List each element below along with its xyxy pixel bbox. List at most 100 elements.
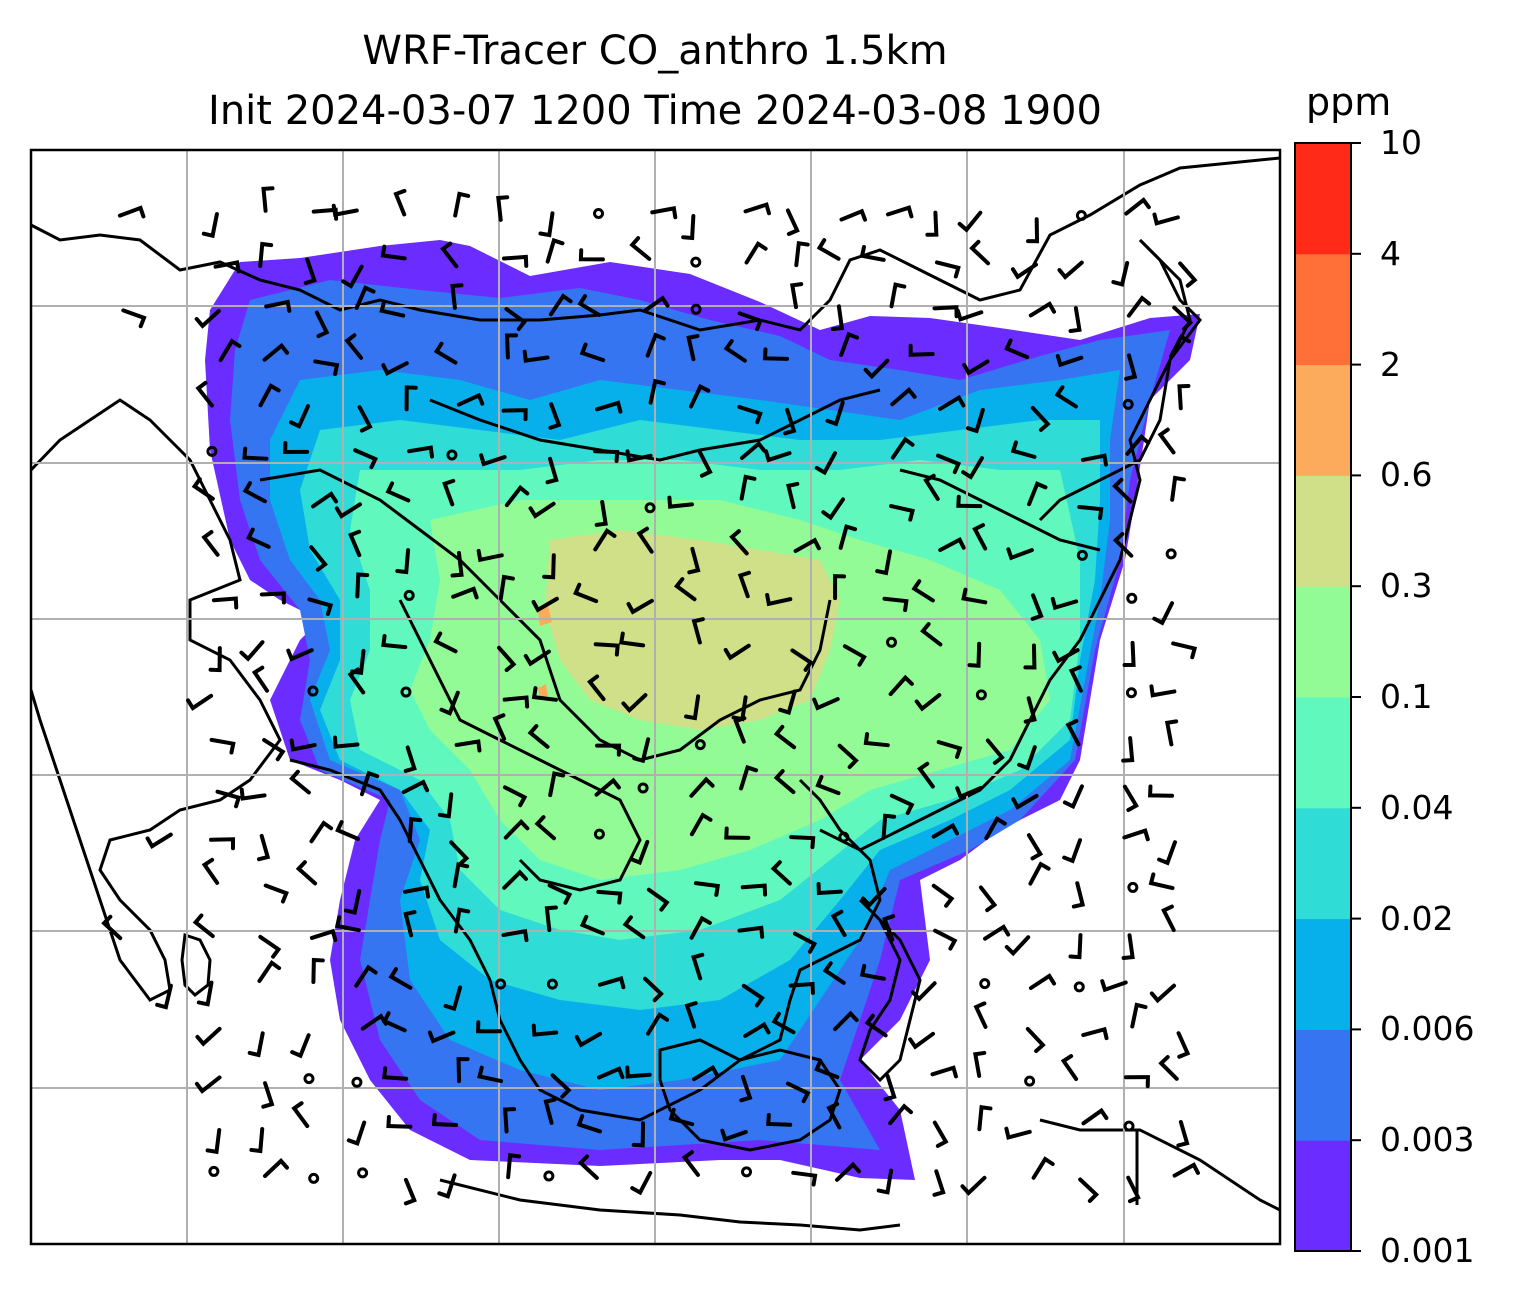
wind-barb — [636, 526, 654, 554]
wind-barb — [1065, 718, 1081, 747]
wind-barb — [792, 931, 818, 954]
wind-barb — [935, 260, 961, 279]
wind-barb — [596, 1066, 625, 1080]
calm-wind-marker — [1125, 687, 1137, 699]
wind-barb — [502, 695, 530, 709]
wind-barb — [1157, 427, 1176, 455]
calm-wind-marker — [1076, 549, 1088, 561]
wind-barb — [1125, 433, 1151, 456]
wind-barb — [956, 494, 983, 509]
wind-barb — [625, 449, 653, 463]
wind-barb — [576, 1114, 603, 1134]
wind-barb — [341, 264, 364, 289]
wind-barb — [908, 343, 935, 357]
wind-barb — [196, 980, 214, 1007]
wind-barb — [888, 674, 914, 697]
wind-barbs — [101, 186, 1200, 1206]
wind-barb — [978, 885, 998, 913]
calm-wind-marker — [1126, 592, 1138, 604]
calm-wind-marker — [308, 1172, 320, 1184]
wind-barb — [790, 282, 804, 310]
wind-barb — [778, 689, 797, 716]
wind-barb — [622, 915, 646, 940]
wind-barb — [1081, 1107, 1109, 1126]
wind-barb — [764, 449, 792, 463]
coastline-philippines — [858, 898, 922, 1083]
wind-barb — [932, 1169, 946, 1197]
wind-barb — [309, 820, 334, 844]
wind-barb — [765, 592, 793, 607]
wind-barb — [914, 693, 942, 712]
wind-barb — [689, 812, 713, 837]
wind-barb — [1031, 1156, 1055, 1180]
wind-barb — [642, 295, 670, 313]
colorbar-unit-label: ppm — [1306, 80, 1392, 124]
wind-barb — [454, 739, 482, 753]
colorbar-segment — [1295, 253, 1351, 366]
wind-barb — [977, 1105, 993, 1132]
wind-barb — [1011, 793, 1039, 810]
wind-barb — [395, 548, 411, 575]
calm-wind-marker — [357, 1167, 369, 1179]
colorbar-tick-label: 0.3 — [1380, 566, 1433, 606]
wind-barb — [692, 1064, 720, 1082]
wind-barb — [889, 282, 907, 309]
wind-barb — [309, 928, 338, 942]
wind-barb — [1078, 1177, 1100, 1203]
wind-barb — [825, 400, 845, 427]
wind-barb — [195, 380, 214, 408]
wind-barb — [839, 208, 867, 222]
wind-barb — [431, 1113, 459, 1128]
wind-barb — [932, 1120, 949, 1148]
colorbar-segment — [1295, 586, 1351, 698]
wind-barb — [393, 188, 407, 217]
wind-barb — [643, 976, 664, 1003]
map-frame — [29, 148, 1282, 1246]
wind-barb — [1126, 1175, 1141, 1204]
coastline-borneo — [658, 1038, 842, 1152]
wind-barb — [205, 1127, 222, 1155]
wind-barb — [962, 359, 990, 376]
wind-barb — [739, 1074, 753, 1103]
wind-barb — [211, 596, 239, 610]
wind-barb — [594, 777, 621, 797]
wind-barb — [348, 529, 362, 558]
calm-wind-marker — [1075, 210, 1087, 222]
wind-barb — [729, 529, 749, 556]
wind-barb — [1124, 197, 1151, 216]
wind-barb — [262, 342, 290, 362]
wind-barb — [501, 928, 529, 943]
wind-barb — [303, 257, 317, 286]
wind-barb — [646, 1012, 670, 1036]
wind-barb — [451, 586, 479, 600]
colorbar — [1295, 142, 1361, 1252]
calm-wind-marker — [546, 978, 558, 990]
wind-barb — [353, 448, 378, 470]
colorbar-segment — [1295, 918, 1351, 1030]
wind-barb — [955, 308, 984, 322]
wind-barb — [931, 883, 955, 908]
colorbar-tick-label: 0.6 — [1380, 455, 1433, 495]
wind-barb — [790, 648, 814, 672]
wind-barb — [771, 1011, 796, 1035]
wind-barb — [911, 579, 935, 603]
wind-barb — [720, 1128, 748, 1142]
wind-barb — [938, 536, 966, 553]
tracer-concentration-fill — [205, 240, 1200, 1180]
wind-barb — [504, 333, 519, 360]
wind-barb — [247, 1031, 265, 1058]
wind-barb — [314, 310, 330, 339]
wind-barb — [545, 237, 565, 264]
wind-barb — [1170, 475, 1186, 502]
wind-barb — [876, 1168, 894, 1195]
wind-barb — [503, 1107, 517, 1134]
wind-barb — [743, 202, 771, 216]
colorbar-segment — [1295, 1029, 1351, 1141]
wind-barb — [883, 1073, 897, 1102]
wind-barb — [1111, 260, 1130, 287]
wind-barb — [191, 477, 215, 501]
wind-barb — [1071, 881, 1086, 909]
wind-barb — [1077, 505, 1104, 521]
colorbar-segment — [1295, 1140, 1351, 1252]
wind-barb — [1149, 983, 1177, 1004]
